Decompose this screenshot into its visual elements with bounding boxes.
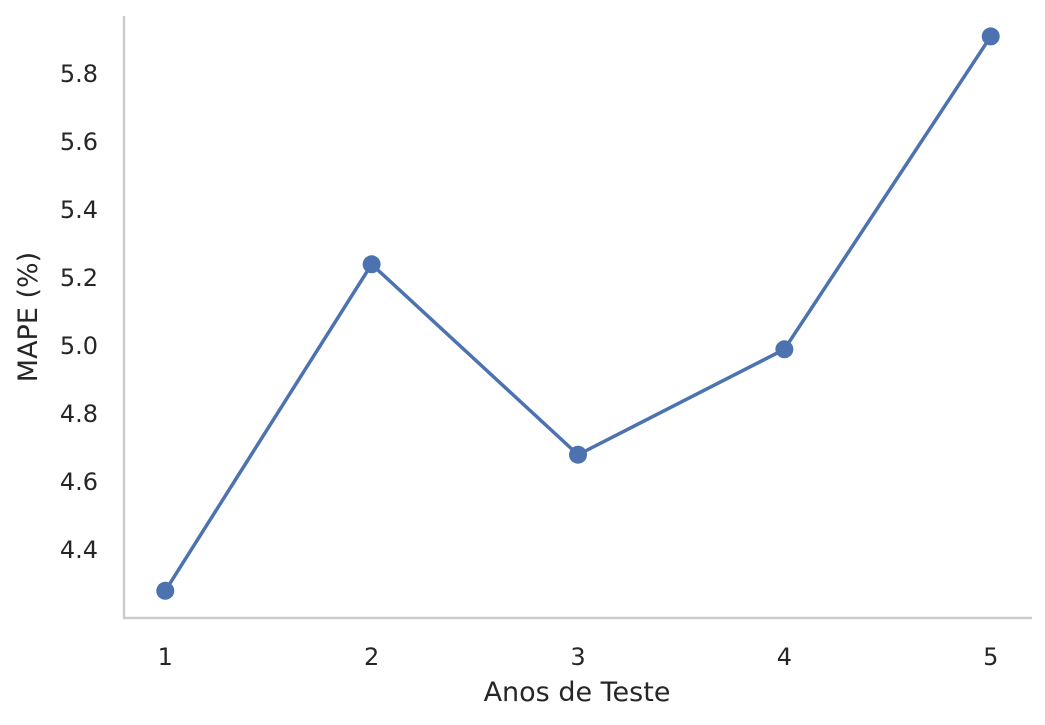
data-point <box>362 255 381 274</box>
y-tick-label: 5.4 <box>60 196 98 224</box>
y-tick-label: 4.8 <box>60 400 98 428</box>
x-tick-label: 3 <box>570 643 585 671</box>
y-tick-label: 5.0 <box>60 332 98 360</box>
y-axis-title: MAPE (%) <box>13 252 44 382</box>
series-line <box>163 34 993 593</box>
series-group <box>156 27 1000 600</box>
data-point <box>981 27 1000 46</box>
y-tick-label: 4.4 <box>60 536 98 564</box>
data-point <box>775 340 794 359</box>
y-tick-label: 5.8 <box>60 60 98 88</box>
x-tick-label: 1 <box>158 643 173 671</box>
x-axis-title: Anos de Teste <box>484 677 671 708</box>
data-point <box>569 445 587 464</box>
x-tick-label: 5 <box>983 643 998 671</box>
y-tick-label: 5.2 <box>60 264 98 292</box>
y-tick-label: 4.6 <box>60 468 98 496</box>
y-tick-labels: 4.4 4.6 4.8 5.0 5.2 5.4 5.6 5.8 <box>60 60 98 564</box>
data-point <box>156 581 175 600</box>
x-tick-label: 2 <box>364 643 379 671</box>
x-tick-label: 4 <box>777 643 792 671</box>
x-tick-labels: 1 2 3 4 5 <box>158 643 999 671</box>
y-tick-label: 5.6 <box>60 128 98 156</box>
